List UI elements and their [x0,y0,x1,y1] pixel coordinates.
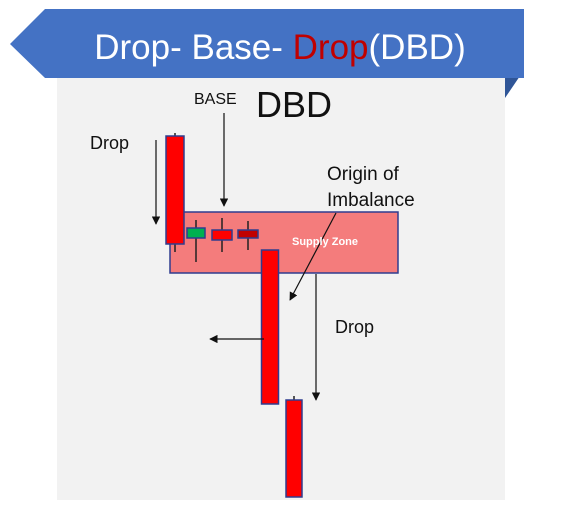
origin-label-line-2: Imbalance [327,190,415,211]
drop-left-label: Drop [90,133,130,153]
drop-right-label: Drop [335,317,375,337]
diagram-heading: DBD [256,84,333,125]
base-label: BASE [194,91,237,108]
title-part-2: Drop [292,28,369,67]
supply-zone-label: Supply Zone [292,236,358,248]
drop-candle-2-body [260,249,280,405]
drop-candle-1-body [165,135,185,245]
drop-candle-3-body [285,399,303,498]
origin-arrow [289,212,337,301]
base-candle-1 [186,220,206,262]
origin-label-line-1: Origin of [327,164,399,185]
title-part-3: (DBD) [368,28,466,67]
base-candle-2 [211,218,233,252]
drop-candle-1 [165,133,185,252]
base-candle-3-body [237,229,259,239]
drop-candle-2 [260,249,280,405]
base-candle-3 [237,221,259,250]
supply-zone-box [169,211,399,274]
page-title: Drop- Base- Drop(DBD) [60,26,500,70]
drop-candle-3 [285,396,303,498]
origin-of-imbalance-label: Origin of Imbalance [327,162,415,214]
title-part-1: Drop- Base- [94,28,293,67]
diagram-panel [57,72,505,500]
base-candle-2-body [211,229,233,241]
base-candle-1-body [186,227,206,239]
